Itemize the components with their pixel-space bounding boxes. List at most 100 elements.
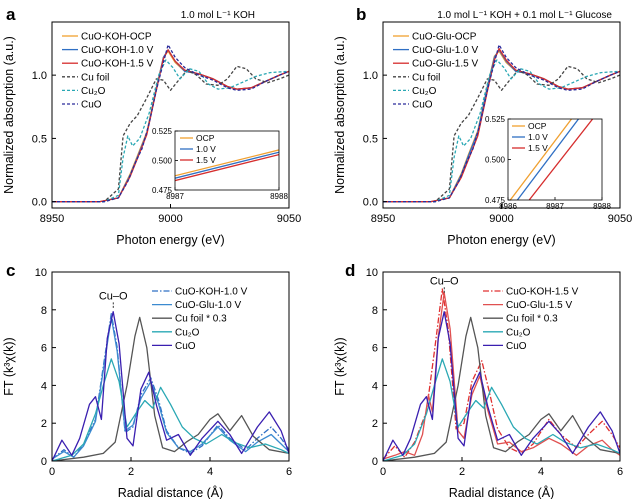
legend-label-cu-o: Cu₂O (81, 86, 106, 97)
legend-label-cuo-glu-ocp: CuO-Glu-OCP (412, 32, 477, 43)
series-line-cu-foil (383, 65, 620, 203)
legend-label-cuo-glu-1-0-v: CuO-Glu-1.0 V (412, 45, 478, 56)
inset-x-tick-label: 8986 (499, 202, 517, 211)
legend-label-cuo-koh-1-0-v: CuO-KOH-1.0 V (81, 45, 154, 56)
inset-line-1-0-v (516, 119, 580, 200)
series-group (383, 288, 620, 461)
inset-legend-label-1-5-v: 1.5 V (528, 143, 548, 153)
panel-d: d 0 2 4 6 0 2 4 6 8 10 Radial distance (Å) FT (k³χ(k… (333, 261, 623, 499)
y-tick-label: 10 (35, 267, 47, 279)
legend: CuO-Glu-OCP CuO-Glu-1.0 V CuO-Glu-1.5 V Cu … (393, 32, 478, 111)
inset-legend-label-ocp: OCP (528, 121, 547, 131)
inset-line-ocp (175, 149, 279, 177)
inset-x-tick-label: 8987 (546, 202, 564, 211)
legend-label-cu-o: Cu₂O (175, 327, 200, 338)
x-tick-label: 6 (617, 466, 623, 478)
inset-line-1-5-v (175, 153, 279, 182)
panel-title: 1.0 mol L⁻¹ KOH (181, 10, 255, 21)
legend-label-cuo: CuO (412, 100, 433, 111)
plot-frame (51, 271, 290, 462)
series-group (52, 44, 289, 203)
inset-y-tick-label: 0.525 (485, 115, 506, 124)
inset-y-tick-label: 0.475 (152, 186, 173, 195)
inset-x-tick-label: 8988 (270, 192, 288, 201)
y-tick-label: 6 (372, 343, 378, 355)
y-tick-label: 6 (41, 343, 47, 355)
series-line-cuo-glu-1-5-v (383, 292, 620, 460)
x-tick-label: 8950 (371, 213, 395, 225)
series-group (383, 44, 620, 203)
inset-line-1-5-v (528, 119, 594, 200)
legend: CuO-KOH-OCP CuO-KOH-1.0 V CuO-KOH-1.5 V Cu … (62, 32, 154, 111)
annotation-label: Cu–O (99, 290, 128, 302)
y-tick-label: 10 (366, 267, 378, 279)
legend: CuO-KOH-1.0 V CuO-Glu-1.0 V Cu foil * 0.3 C… (152, 287, 248, 352)
inset-legend-label-ocp: OCP (196, 133, 215, 143)
series-line-cu-foil-0-3 (52, 316, 289, 461)
x-tick-label: 6 (286, 466, 292, 478)
y-tick-label: 2 (41, 418, 47, 430)
legend: CuO-KOH-1.5 V CuO-Glu-1.5 V Cu foil * 0.3 C… (483, 287, 579, 352)
y-tick-label: 4 (372, 380, 378, 392)
x-axis-label: Photon energy (eV) (447, 233, 555, 247)
series-line-cuo (383, 311, 620, 461)
series-line-cu-foil (52, 65, 289, 203)
inset-line-1-0-v (175, 151, 279, 179)
inset-y-tick-label: 0.500 (485, 156, 506, 165)
legend-label-cuo-glu-1-5-v: CuO-Glu-1.5 V (412, 59, 478, 70)
inset-background (508, 119, 602, 200)
y-tick-label: 8 (372, 305, 378, 317)
series-line-cuo-koh-1-5-v (383, 288, 620, 460)
y-axis-label: FT (k³χ(k)) (333, 337, 347, 395)
y-tick-label: 4 (41, 380, 47, 392)
legend-label-cuo-koh-ocp: CuO-KOH-OCP (81, 32, 152, 43)
inset-x-tick-label: 8988 (593, 202, 611, 211)
y-tick-label: 0 (372, 456, 378, 468)
y-axis-label: Normalized absorption (a.u.) (333, 36, 347, 194)
y-tick-label: 0.0 (363, 197, 378, 209)
series-group (52, 311, 289, 461)
series-line-cuo-glu-1-5-v (383, 47, 620, 203)
x-tick-label: 0 (49, 466, 55, 478)
series-line-cuo-koh-1-0-v (52, 312, 289, 460)
panel-letter-a: a (6, 5, 16, 24)
legend-label-cu-foil-0-3: Cu foil * 0.3 (506, 314, 558, 325)
series-line-cu-o (383, 59, 620, 203)
y-tick-label: 0.0 (32, 197, 47, 209)
x-axis-label: Radial distance (Å) (118, 485, 224, 499)
plot-frame (382, 271, 621, 462)
series-line-cu-o (383, 358, 620, 461)
panel-b: b 1.0 mol L⁻¹ KOH + 0.1 mol L⁻¹ Glucose 89… (333, 5, 632, 247)
inset-series-group (175, 149, 279, 182)
legend-label-cuo-koh-1-5-v: CuO-KOH-1.5 V (81, 59, 154, 70)
legend-label-cuo-glu-1-5-v: CuO-Glu-1.5 V (506, 300, 572, 311)
x-tick-label: 9050 (277, 213, 301, 225)
y-tick-label: 0.5 (363, 133, 378, 145)
series-line-cuo (52, 44, 289, 203)
legend-label-cuo-koh-1-5-v: CuO-KOH-1.5 V (506, 287, 579, 298)
legend-label-cu-foil-0-3: Cu foil * 0.3 (175, 314, 227, 325)
y-axis-label: FT (k³χ(k)) (2, 337, 16, 395)
x-tick-label: 9000 (489, 213, 513, 225)
x-tick-label: 2 (128, 466, 134, 478)
x-axis-label: Radial distance (Å) (449, 485, 555, 499)
panel-c: c 0 2 4 6 0 2 4 6 8 10 Radial distance (Å) FT (k³χ(k… (2, 261, 292, 499)
x-tick-label: 9000 (158, 213, 182, 225)
series-line-cu-foil-0-3 (383, 316, 620, 461)
legend-label-cu-foil: Cu foil (81, 72, 109, 83)
x-axis-label: Photon energy (eV) (116, 233, 224, 247)
y-tick-label: 0.5 (32, 133, 47, 145)
legend-label-cu-foil: Cu foil (412, 72, 440, 83)
series-line-cu-o (52, 358, 289, 461)
legend-label-cuo-koh-1-0-v: CuO-KOH-1.0 V (175, 287, 248, 298)
y-tick-label: 0 (41, 456, 47, 468)
y-tick-label: 1.0 (32, 70, 47, 82)
legend-label-cuo: CuO (81, 100, 102, 111)
inset-legend-label-1-0-v: 1.0 V (196, 144, 216, 154)
inset-legend-label-1-0-v: 1.0 V (528, 132, 548, 142)
